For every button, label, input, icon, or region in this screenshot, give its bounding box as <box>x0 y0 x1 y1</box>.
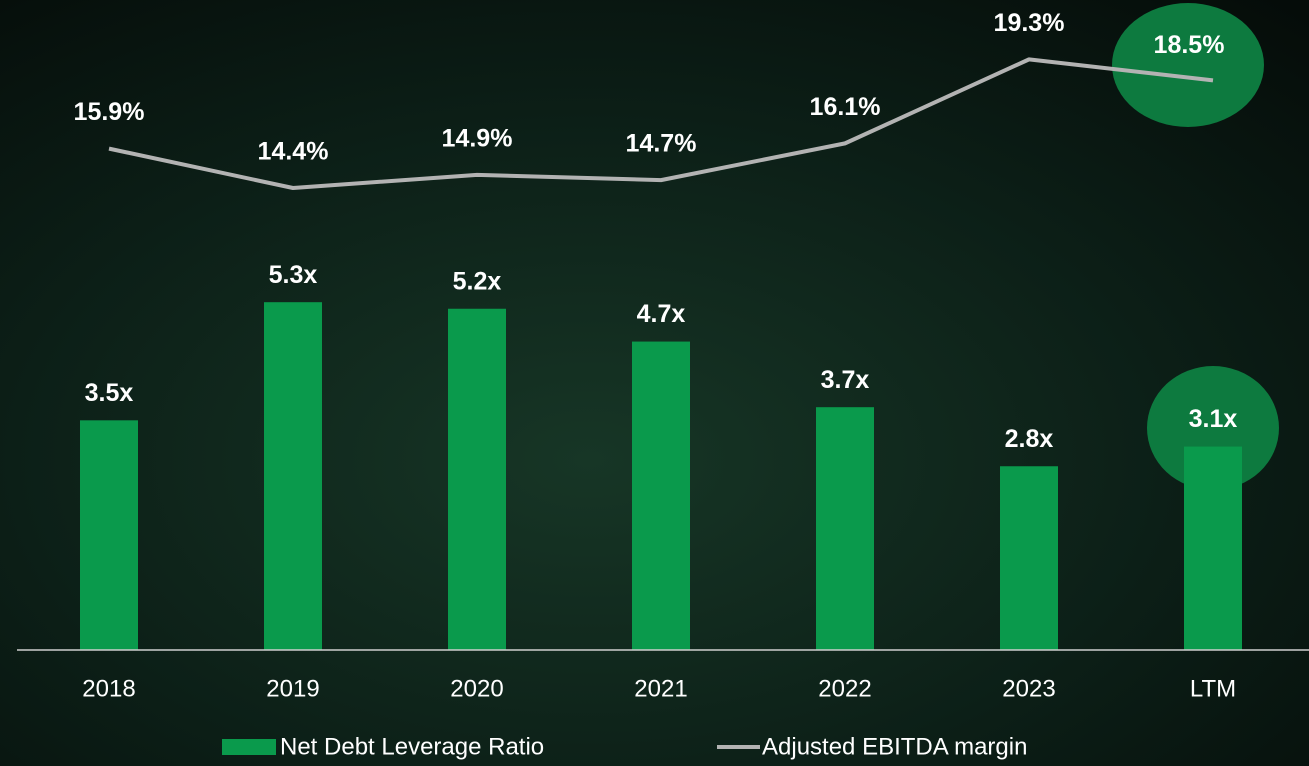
bar <box>816 407 874 650</box>
data-label: 16.1% <box>810 93 881 121</box>
legend-label: Adjusted EBITDA margin <box>762 733 1027 760</box>
data-label: 19.3% <box>994 9 1065 37</box>
x-tick-label: 2019 <box>266 675 319 702</box>
bar <box>448 308 506 650</box>
bar <box>264 302 322 650</box>
data-label: 18.5% <box>1154 31 1225 59</box>
data-label: 14.4% <box>258 138 329 166</box>
data-label: 15.9% <box>74 98 145 126</box>
data-label: 3.5x <box>85 379 134 407</box>
data-label: 3.1x <box>1189 405 1238 433</box>
bar <box>1184 446 1242 650</box>
x-tick-label: 2021 <box>634 675 687 702</box>
bar <box>80 420 138 650</box>
plot: 2018 2019 2020 2021 2022 2023 LTM 3.5x 5.3x 5.2x 4… <box>74 9 1242 702</box>
data-label: 5.3x <box>269 261 318 289</box>
data-label: 2.8x <box>1005 425 1054 453</box>
bar <box>632 341 690 650</box>
highlight-circle <box>1112 3 1264 127</box>
bar <box>1000 466 1058 650</box>
x-tick-label: LTM <box>1190 675 1236 702</box>
data-label: 14.7% <box>626 130 697 158</box>
highlight-circle <box>1147 366 1279 490</box>
x-tick-label: 2018 <box>82 675 135 702</box>
x-tick-label: 2023 <box>1002 675 1055 702</box>
x-tick-label: 2022 <box>818 675 871 702</box>
line <box>108 57 1214 190</box>
x-tick-label: 2020 <box>450 675 503 702</box>
data-label: 4.7x <box>637 300 686 328</box>
data-label: 5.2x <box>453 267 502 295</box>
data-label: 14.9% <box>442 124 513 152</box>
legend-swatch-bar <box>222 739 276 755</box>
legend-label: Net Debt Leverage Ratio <box>280 733 544 760</box>
data-label: 3.7x <box>821 366 870 394</box>
